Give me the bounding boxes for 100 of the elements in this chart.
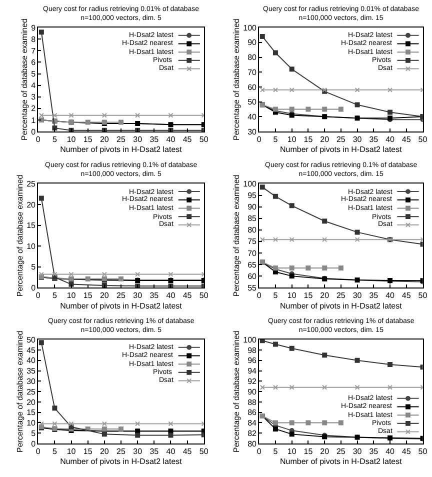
x-tick-label: 5 (273, 291, 278, 300)
y-tick-label: 15 (26, 408, 36, 418)
x-tick-label: 35 (369, 291, 379, 300)
y-tick-label: 84 (248, 418, 258, 428)
y-tick-label: 35 (26, 366, 36, 376)
y-tick-label: 90 (248, 202, 258, 212)
y-tick-label: 8 (31, 34, 36, 44)
x-tick-label: 20 (100, 447, 110, 456)
y-tick-label: 5 (31, 262, 36, 272)
y-tick-label: 90 (248, 387, 258, 396)
y-tick-label: 85 (248, 214, 258, 224)
x-tick-label: 5 (52, 135, 58, 144)
x-tick-label: 25 (336, 291, 346, 300)
y-tick-label: 92 (248, 376, 258, 386)
y-tick-label: 25 (26, 180, 36, 189)
x-tick-label: 45 (402, 447, 412, 456)
y-tick-label: 90 (248, 38, 258, 48)
x-tick-label: 30 (133, 291, 143, 300)
y-tick-label: 60 (248, 82, 258, 92)
y-tick-label: 100 (243, 335, 258, 344)
y-tick-label: 60 (248, 272, 258, 281)
x-axis-title: Number of pivots in H-Dsat2 latest (280, 301, 403, 310)
y-tick-label: 86 (248, 408, 258, 418)
x-tick-label: 35 (150, 447, 160, 456)
y-tick-label: 94 (248, 366, 258, 376)
x-tick-label: 25 (336, 447, 346, 456)
y-tick-label: 55 (248, 283, 258, 292)
x-tick-label: 30 (352, 447, 362, 456)
x-tick-label: 20 (320, 291, 330, 300)
x-tick-label: 50 (418, 291, 428, 300)
x-tick-label: 20 (320, 135, 330, 144)
y-tick-label: 80 (248, 439, 258, 448)
x-tick-label: 50 (199, 291, 209, 300)
x-tick-label: 15 (83, 135, 93, 144)
y-tick-label: 6 (31, 58, 36, 67)
x-tick-label: 25 (116, 447, 126, 456)
y-tick-label: 75 (248, 237, 258, 246)
y-tick-label: 1 (31, 116, 36, 125)
x-tick-label: 45 (182, 447, 192, 456)
y-tick-label: 20 (26, 200, 36, 210)
y-axis-title: Percentage of database examined (15, 174, 24, 297)
y-tick-label: 82 (248, 428, 258, 438)
y-tick-label: 0 (31, 127, 36, 136)
y-tick-label: 3 (31, 92, 36, 102)
y-tick-label: 4 (31, 81, 36, 90)
y-tick-label: 50 (248, 98, 258, 107)
y-tick-label: 96 (248, 356, 258, 366)
x-tick-label: 5 (273, 447, 278, 456)
x-tick-label: 45 (182, 291, 192, 300)
x-tick-label: 45 (182, 135, 192, 144)
y-tick-label: 100 (243, 23, 258, 32)
y-tick-label: 95 (248, 191, 258, 200)
y-axis-title: Percentage of database examined (232, 330, 241, 452)
y-tick-label: 80 (248, 53, 258, 62)
x-tick-label: 15 (304, 291, 314, 300)
x-axis-title: Number of pivots in H-Dsat2 latest (60, 301, 183, 310)
y-axis-title: Percentage of database examined (232, 18, 241, 140)
x-tick-label: 15 (304, 135, 314, 144)
x-tick-label: 40 (166, 447, 176, 456)
x-tick-label: 10 (66, 447, 76, 456)
y-tick-label: 25 (26, 387, 36, 396)
y-tick-label: 40 (248, 112, 258, 122)
y-tick-label: 5 (31, 70, 36, 79)
x-tick-label: 40 (386, 135, 396, 144)
x-tick-label: 40 (166, 135, 176, 144)
y-tick-label: 15 (26, 221, 36, 230)
x-tick-label: 5 (52, 447, 58, 456)
x-axis-title: Number of pivots in H-Dsat2 latest (280, 457, 403, 466)
x-tick-label: 10 (66, 291, 76, 300)
x-tick-label: 5 (273, 135, 278, 144)
x-axis-title: Number of pivots in H-Dsat2 latest (60, 457, 183, 466)
x-tick-label: 25 (116, 135, 126, 144)
y-axis-title: Percentage of database examined (15, 330, 24, 452)
y-tick-label: 2 (31, 104, 36, 114)
y-tick-label: 0 (31, 439, 36, 448)
y-tick-label: 30 (26, 376, 36, 386)
y-tick-label: 80 (248, 226, 258, 235)
y-tick-label: 9 (31, 23, 36, 32)
x-tick-label: 10 (287, 135, 297, 144)
x-tick-label: 35 (150, 291, 160, 300)
x-tick-label: 15 (83, 447, 93, 456)
x-tick-label: 35 (369, 135, 379, 144)
x-tick-label: 35 (369, 447, 379, 456)
x-tick-label: 30 (133, 135, 143, 144)
x-tick-label: 10 (66, 135, 76, 144)
y-axis-title: Percentage of database examined (20, 18, 29, 140)
x-tick-label: 5 (52, 291, 58, 300)
x-tick-label: 50 (199, 447, 209, 456)
x-tick-label: 10 (287, 447, 297, 456)
y-tick-label: 10 (26, 418, 36, 428)
x-tick-label: 15 (304, 447, 314, 456)
y-tick-label: 20 (26, 398, 36, 407)
x-tick-label: 15 (83, 291, 93, 300)
y-axis-title: Percentage of database examined (232, 174, 241, 297)
y-tick-label: 98 (248, 346, 258, 355)
x-tick-label: 25 (116, 291, 126, 300)
x-axis-title: Number of pivots in H-Dsat2 latest (280, 145, 403, 154)
y-tick-label: 0 (31, 283, 36, 292)
x-tick-label: 40 (166, 291, 176, 300)
y-tick-label: 50 (26, 335, 36, 344)
